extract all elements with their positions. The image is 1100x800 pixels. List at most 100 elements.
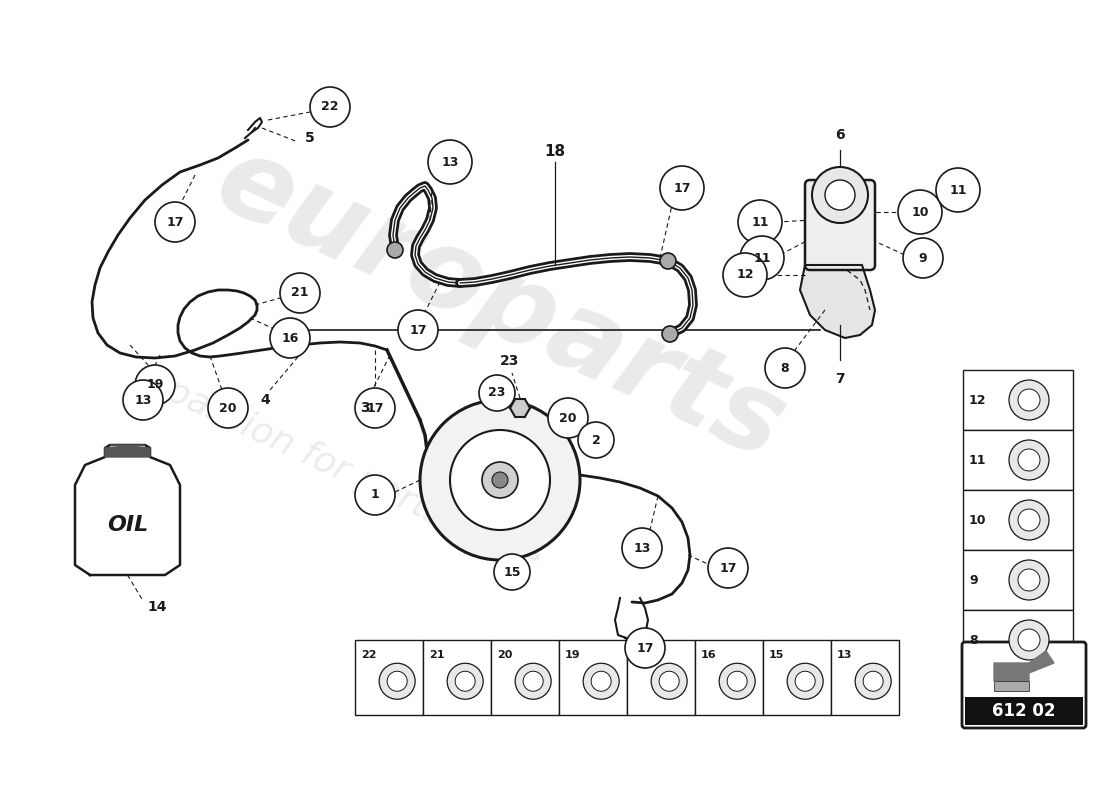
Circle shape [812,167,868,223]
Bar [830,640,899,715]
Text: 23: 23 [500,354,519,368]
Circle shape [398,310,438,350]
Bar [424,640,491,715]
Bar [559,640,627,715]
Circle shape [208,388,248,428]
Bar [962,430,1072,490]
Text: 15: 15 [769,650,784,660]
Text: 22: 22 [321,101,339,114]
Circle shape [155,202,195,242]
Circle shape [1018,389,1040,411]
Text: 11: 11 [754,251,771,265]
Circle shape [270,318,310,358]
Text: 5: 5 [305,131,315,145]
Text: 3: 3 [360,401,370,415]
Text: 21: 21 [292,286,309,299]
Circle shape [723,253,767,297]
Circle shape [428,140,472,184]
Circle shape [898,190,942,234]
Circle shape [448,663,483,699]
Circle shape [936,168,980,212]
Text: 17: 17 [719,562,737,574]
Text: 11: 11 [949,183,967,197]
Polygon shape [800,265,874,338]
Circle shape [1009,380,1049,420]
Text: 7: 7 [835,372,845,386]
Circle shape [455,671,475,691]
Circle shape [355,388,395,428]
Text: 16: 16 [701,650,716,660]
Text: 10: 10 [911,206,928,218]
Text: 13: 13 [441,155,459,169]
Circle shape [864,671,883,691]
Text: 13: 13 [634,542,651,554]
Bar [695,640,763,715]
Text: 612 02: 612 02 [992,702,1056,720]
Text: 20: 20 [497,650,513,660]
Circle shape [662,326,678,342]
Bar [994,681,1028,691]
Circle shape [825,180,855,210]
Circle shape [795,671,815,691]
Circle shape [738,200,782,244]
Text: europarts: europarts [200,126,802,483]
Polygon shape [75,445,180,575]
Circle shape [855,663,891,699]
Text: 13: 13 [837,650,852,660]
Text: 17: 17 [632,650,649,660]
Bar [627,640,695,715]
Circle shape [135,365,175,405]
Text: 11: 11 [751,215,769,229]
Circle shape [515,663,551,699]
Bar [355,640,424,715]
Text: 9: 9 [918,251,927,265]
Circle shape [651,663,688,699]
Circle shape [708,548,748,588]
Circle shape [1018,509,1040,531]
Text: 22: 22 [361,650,376,660]
Circle shape [591,671,612,691]
Text: 17: 17 [409,323,427,337]
Text: 6: 6 [835,128,845,142]
Text: 19: 19 [146,378,164,391]
Text: 4: 4 [260,393,270,407]
Circle shape [1018,449,1040,471]
Circle shape [578,422,614,458]
Bar [962,370,1072,430]
Text: 20: 20 [219,402,236,414]
Circle shape [310,87,350,127]
Bar [962,610,1072,670]
Circle shape [450,430,550,530]
Circle shape [621,528,662,568]
Text: a passion for parts since: a passion for parts since [130,359,546,577]
Circle shape [659,671,679,691]
Circle shape [478,375,515,411]
Polygon shape [994,651,1054,681]
Text: 18: 18 [544,145,565,159]
Text: 9: 9 [969,574,978,586]
Text: 17: 17 [366,402,384,414]
Circle shape [719,663,756,699]
Text: OIL: OIL [107,515,148,535]
Circle shape [494,554,530,590]
Circle shape [1009,440,1049,480]
Text: 10: 10 [969,514,987,526]
Circle shape [1018,629,1040,651]
FancyBboxPatch shape [805,180,874,270]
Bar [763,640,830,715]
Circle shape [740,236,784,280]
Circle shape [482,462,518,498]
Text: 14: 14 [147,600,167,614]
Bar [491,640,559,715]
Circle shape [1018,569,1040,591]
Text: 19: 19 [565,650,581,660]
Text: 1: 1 [371,489,380,502]
Text: 17: 17 [673,182,691,194]
Circle shape [379,663,415,699]
Text: 2: 2 [592,434,601,446]
Circle shape [660,166,704,210]
Circle shape [123,380,163,420]
Circle shape [625,628,666,668]
Circle shape [660,253,676,269]
Text: 11: 11 [969,454,987,466]
